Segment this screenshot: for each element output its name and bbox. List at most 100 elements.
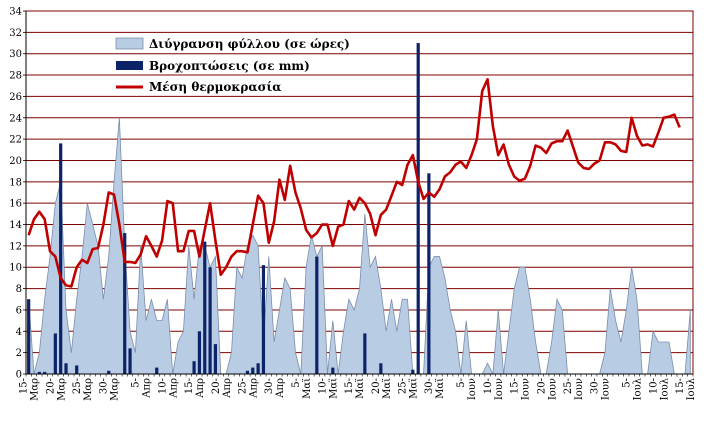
- rainfall-bar: [192, 361, 196, 374]
- rainfall-bar: [331, 367, 335, 374]
- x-tick-label: 25-Μαϊ: [398, 378, 420, 399]
- y-tick-label: 22: [9, 135, 22, 146]
- x-tick-label: 10-Μαϊ: [317, 378, 339, 399]
- x-tick-label: 10-Απρ: [157, 378, 179, 399]
- svg-text:15-Ιουλ: 15-Ιουλ: [675, 377, 697, 400]
- rainfall-bar: [363, 333, 367, 374]
- rainfall-bar: [416, 43, 420, 374]
- y-tick-label: 4: [16, 327, 22, 338]
- x-tick-label: 20-Μαρ: [45, 378, 67, 401]
- rainfall-bar: [123, 233, 127, 374]
- rainfall-bar: [75, 365, 79, 374]
- y-tick-label: 0: [16, 370, 22, 381]
- x-tick-label: 5-Ιουν: [456, 378, 478, 400]
- legend-swatch-rainfall: [116, 61, 143, 70]
- x-tick-label: 25-Απρ: [237, 378, 259, 399]
- rainfall-bar: [128, 348, 132, 374]
- y-tick-label: 10: [9, 263, 22, 274]
- rainfall-bar: [155, 367, 159, 374]
- svg-text:10-Ιουν: 10-Ιουν: [483, 378, 505, 400]
- svg-text:20-Μαρ: 20-Μαρ: [45, 378, 67, 401]
- y-tick-label: 14: [9, 220, 22, 231]
- x-tick-label: 10-Ιουν: [483, 378, 505, 400]
- svg-text:20-Ιουν: 20-Ιουν: [536, 378, 558, 400]
- x-tick-label: 20-Ιουν: [536, 378, 558, 400]
- svg-text:30-Μαρ: 30-Μαρ: [99, 378, 121, 401]
- svg-text:25-Ιουν: 25-Ιουν: [563, 378, 585, 400]
- y-tick-label: 34: [9, 7, 22, 18]
- y-tick-label: 18: [9, 177, 22, 188]
- x-tick-label: 30-Ιουν: [590, 378, 612, 400]
- y-tick-label: 2: [16, 348, 22, 359]
- rainfall-bar: [27, 299, 31, 374]
- axes: [23, 10, 694, 377]
- svg-text:15-Μαρ: 15-Μαρ: [19, 378, 41, 401]
- rainfall-bar: [379, 363, 383, 374]
- rainfall-bar: [245, 370, 250, 374]
- svg-text:30-Μαϊ: 30-Μαϊ: [424, 378, 446, 399]
- x-tick-label: 30-Απρ: [264, 378, 286, 399]
- y-tick-label: 28: [9, 71, 22, 82]
- y-tick-label: 30: [9, 49, 22, 60]
- y-tick-label: 16: [9, 199, 22, 210]
- x-tick-label: 5-Μαϊ: [291, 378, 313, 399]
- x-tick-label: 15-Ιουν: [510, 378, 532, 400]
- svg-text:5-Ιουν: 5-Ιουν: [456, 378, 478, 400]
- rainfall-bar: [107, 370, 111, 374]
- y-tick-label: 20: [9, 156, 22, 167]
- rainfall-bar: [37, 371, 41, 374]
- svg-text:10-Ιουλ: 10-Ιουλ: [648, 377, 670, 400]
- x-tick-label: 5-Απρ: [131, 378, 153, 399]
- rainfall-bar: [59, 143, 63, 374]
- x-tick-label: 15-Ιουλ: [675, 377, 697, 400]
- y-tick-label: 24: [9, 113, 22, 124]
- x-tick-label: 5-Ιουλ: [622, 377, 644, 400]
- y-tick-label: 6: [16, 305, 22, 316]
- svg-text:30-Απρ: 30-Απρ: [264, 378, 286, 399]
- rainfall-bar: [251, 367, 255, 374]
- x-tick-label: 10-Ιουλ: [648, 377, 670, 400]
- x-tick-label: 25-Μαρ: [72, 378, 94, 401]
- x-tick-label: 30-Μαϊ: [424, 378, 446, 399]
- legend-swatch-leaf-wetness: [115, 37, 144, 50]
- legend: Διύγρανση φύλλου (σε ώρες) Βροχοπτώσεις …: [115, 37, 350, 94]
- legend-label-rainfall: Βροχοπτώσεις (σε mm): [149, 59, 310, 73]
- x-tick-label: 20-Μαϊ: [371, 378, 393, 399]
- svg-text:30-Ιουν: 30-Ιουν: [590, 378, 612, 400]
- legend-label-leaf-wetness: Διύγρανση φύλλου (σε ώρες): [149, 37, 350, 51]
- x-tick-label: 30-Μαρ: [99, 378, 121, 401]
- y-tick-label: 32: [9, 28, 22, 39]
- rainfall-bar: [261, 265, 266, 374]
- svg-text:5-Μαϊ: 5-Μαϊ: [291, 378, 313, 399]
- x-tick-labels: 15-Μαρ 20-Μαρ 25-Μαρ 30-Μαρ 5-Απρ 10-Απρ 15-Απ…: [19, 377, 697, 401]
- rainfall-bar: [213, 344, 218, 374]
- x-tick-label: 15-Μαϊ: [344, 378, 366, 399]
- temperature-line: [27, 78, 681, 288]
- rainfall-bar: [197, 331, 202, 374]
- y-tick-label: 12: [9, 241, 22, 252]
- svg-text:10-Απρ: 10-Απρ: [157, 378, 179, 399]
- svg-text:15-Ιουν: 15-Ιουν: [510, 378, 532, 400]
- x-tick-label: 25-Ιουν: [563, 378, 585, 400]
- rainfall-bar: [208, 267, 212, 374]
- x-tick-label: 15-Μαρ: [19, 378, 41, 401]
- svg-text:15-Μαϊ: 15-Μαϊ: [344, 378, 366, 399]
- legend-label-temperature: Μέση θερμοκρασία: [149, 80, 282, 94]
- svg-text:25-Μαρ: 25-Μαρ: [72, 378, 94, 401]
- y-tick-label: 26: [9, 92, 22, 103]
- rainfall-bar: [64, 363, 68, 374]
- svg-text:25-Μαϊ: 25-Μαϊ: [398, 378, 420, 399]
- svg-text:25-Απρ: 25-Απρ: [237, 378, 259, 399]
- rainfall-bar: [43, 371, 47, 374]
- svg-text:10-Μαϊ: 10-Μαϊ: [317, 378, 339, 399]
- svg-text:15-Απρ: 15-Απρ: [184, 378, 206, 399]
- svg-text:5-Απρ: 5-Απρ: [131, 378, 153, 399]
- svg-text:20-Απρ: 20-Απρ: [211, 378, 233, 399]
- svg-text:5-Ιουλ: 5-Ιουλ: [622, 377, 644, 400]
- x-tick-label: 20-Απρ: [211, 378, 233, 399]
- y-tick-label: 8: [16, 284, 22, 295]
- rainfall-bar: [203, 241, 207, 374]
- x-tick-label: 15-Απρ: [184, 378, 206, 399]
